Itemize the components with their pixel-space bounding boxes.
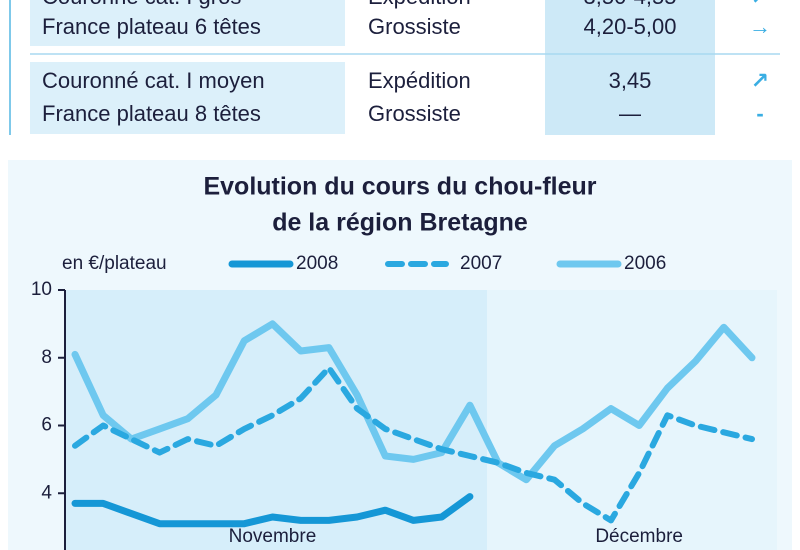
table-cell: 4,20-5,00 — [584, 14, 677, 39]
table-cell: Expédition — [368, 68, 471, 93]
series-line — [71, 320, 756, 484]
y-tick-label: 10 — [31, 279, 52, 300]
period-shade — [65, 290, 487, 550]
legend-label: 2006 — [624, 253, 666, 274]
series-line — [71, 493, 474, 528]
chart-title: de la région Bretagne — [272, 209, 528, 237]
y-tick-label: 6 — [41, 415, 52, 436]
table-cell: France plateau 8 têtes — [42, 101, 261, 126]
table-cell: — — [619, 101, 641, 126]
chart-title: Evolution du cours du chou-fleur — [203, 173, 596, 201]
table-cell: Couronné cat. I moyen — [42, 68, 265, 93]
series-line — [72, 364, 755, 524]
table-cell: Grossiste — [368, 101, 461, 126]
trend-arrow: - — [756, 101, 763, 126]
table-cell: Grossiste — [368, 14, 461, 39]
trend-arrow: → — [749, 14, 771, 39]
table-cell-bg — [30, 0, 345, 46]
legend-label: 2008 — [296, 253, 338, 274]
table-cell: 3,50-4,55 — [584, 0, 677, 9]
table-cell: Expédition — [368, 0, 471, 9]
trend-arrow: ↗ — [751, 68, 769, 93]
trend-arrow: ↗ — [751, 0, 769, 9]
y-axis-label: en €/plateau — [62, 253, 167, 274]
y-tick-label: 8 — [41, 347, 52, 368]
table-cell: Couronné cat. I gros — [42, 0, 241, 9]
x-period-label: Novembre — [229, 526, 317, 547]
x-period-label: Décembre — [595, 526, 683, 547]
table-cell-bg — [30, 62, 345, 134]
y-tick-label: 4 — [41, 482, 52, 503]
table-cell: 3,45 — [609, 68, 652, 93]
table-cell-bg — [545, 0, 715, 135]
legend-label: 2007 — [460, 253, 502, 274]
table-cell: France plateau 6 têtes — [42, 14, 261, 39]
